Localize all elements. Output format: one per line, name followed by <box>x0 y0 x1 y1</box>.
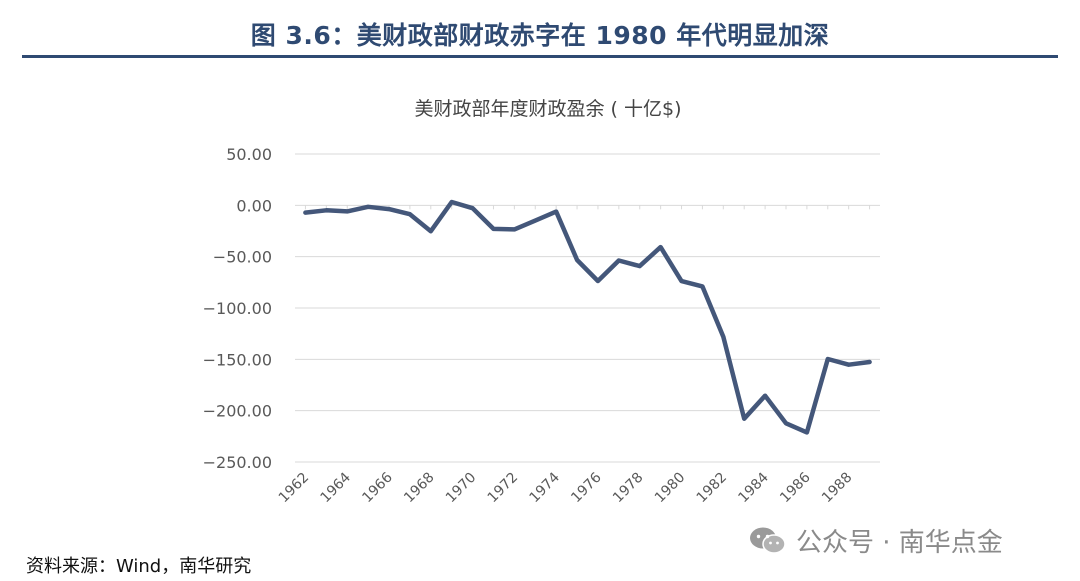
y-tick-label: −200.00 <box>203 402 272 421</box>
x-tick-label: 1976 <box>568 469 605 506</box>
x-tick-label: 1972 <box>485 470 522 507</box>
x-tick-label: 1980 <box>652 470 689 507</box>
y-tick-label: 50.00 <box>226 145 272 164</box>
chart-title: 美财政部年度财政盈余 ( 十亿$) <box>415 98 682 120</box>
x-tick-label: 1970 <box>443 470 480 507</box>
y-tick-label: −250.00 <box>203 453 272 472</box>
x-tick-label: 1986 <box>777 469 814 506</box>
x-tick-label: 1984 <box>735 469 772 506</box>
y-tick-label: 0.00 <box>236 196 272 215</box>
x-tick-label: 1968 <box>401 470 438 507</box>
gridlines <box>295 153 880 463</box>
x-tick-label: 1988 <box>819 470 856 507</box>
x-tick-label: 1982 <box>694 470 731 507</box>
series-line <box>303 199 872 435</box>
source-note: 资料来源：Wind，南华研究 <box>26 556 252 577</box>
watermark-text: 公众号 · 南华点金 <box>796 528 1003 558</box>
x-tick-label: 1974 <box>526 469 563 506</box>
y-tick-label: −150.00 <box>203 350 272 369</box>
chart-area: 美财政部年度财政盈余 ( 十亿$) 50.00 0.00 −50.00 −100.00… <box>203 98 880 507</box>
wechat-icon <box>750 527 786 554</box>
figure-title: 图 3.6：美财政部财政赤字在 1980 年代明显加深 <box>250 21 830 50</box>
title-divider <box>22 55 1058 58</box>
watermark: 公众号 · 南华点金 <box>748 522 1003 559</box>
x-tick-label: 1978 <box>610 470 647 507</box>
y-axis-ticks: 50.00 0.00 −50.00 −100.00 −150.00 −200.00 −250… <box>203 145 272 472</box>
x-tick-label: 1964 <box>318 469 355 506</box>
y-tick-label: −100.00 <box>203 299 272 318</box>
y-tick-label: −50.00 <box>213 248 272 267</box>
x-tick-label: 1966 <box>359 469 396 506</box>
series-lines <box>303 199 872 435</box>
x-tick-label: 1962 <box>276 470 313 507</box>
